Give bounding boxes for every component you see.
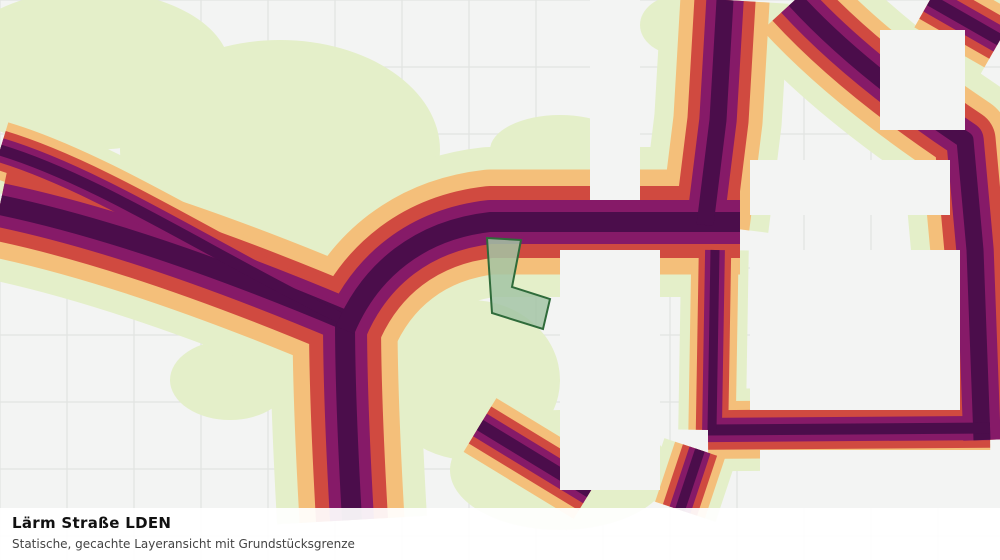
noise-band	[0, 144, 348, 325]
block	[880, 30, 965, 130]
block	[750, 160, 950, 215]
noise-band	[675, 448, 705, 512]
noise-bands	[0, 0, 1000, 531]
block	[560, 250, 660, 490]
noise-band	[335, 212, 740, 334]
block	[760, 450, 1000, 508]
block	[750, 250, 960, 410]
noise-band	[927, 0, 1000, 46]
caption-subtitle: Statische, gecachte Layeransicht mit Gru…	[12, 537, 355, 551]
parcel-boundary	[485, 236, 552, 331]
caption-title: Lärm Straße LDEN	[12, 514, 172, 532]
building-blocks	[560, 0, 1000, 508]
noise-band	[707, 422, 991, 436]
caption-box: Lärm Straße LDEN Statische, gecachte Lay…	[0, 508, 1000, 560]
noise-band	[707, 249, 720, 431]
noise-band	[696, 0, 734, 227]
block	[590, 0, 640, 200]
